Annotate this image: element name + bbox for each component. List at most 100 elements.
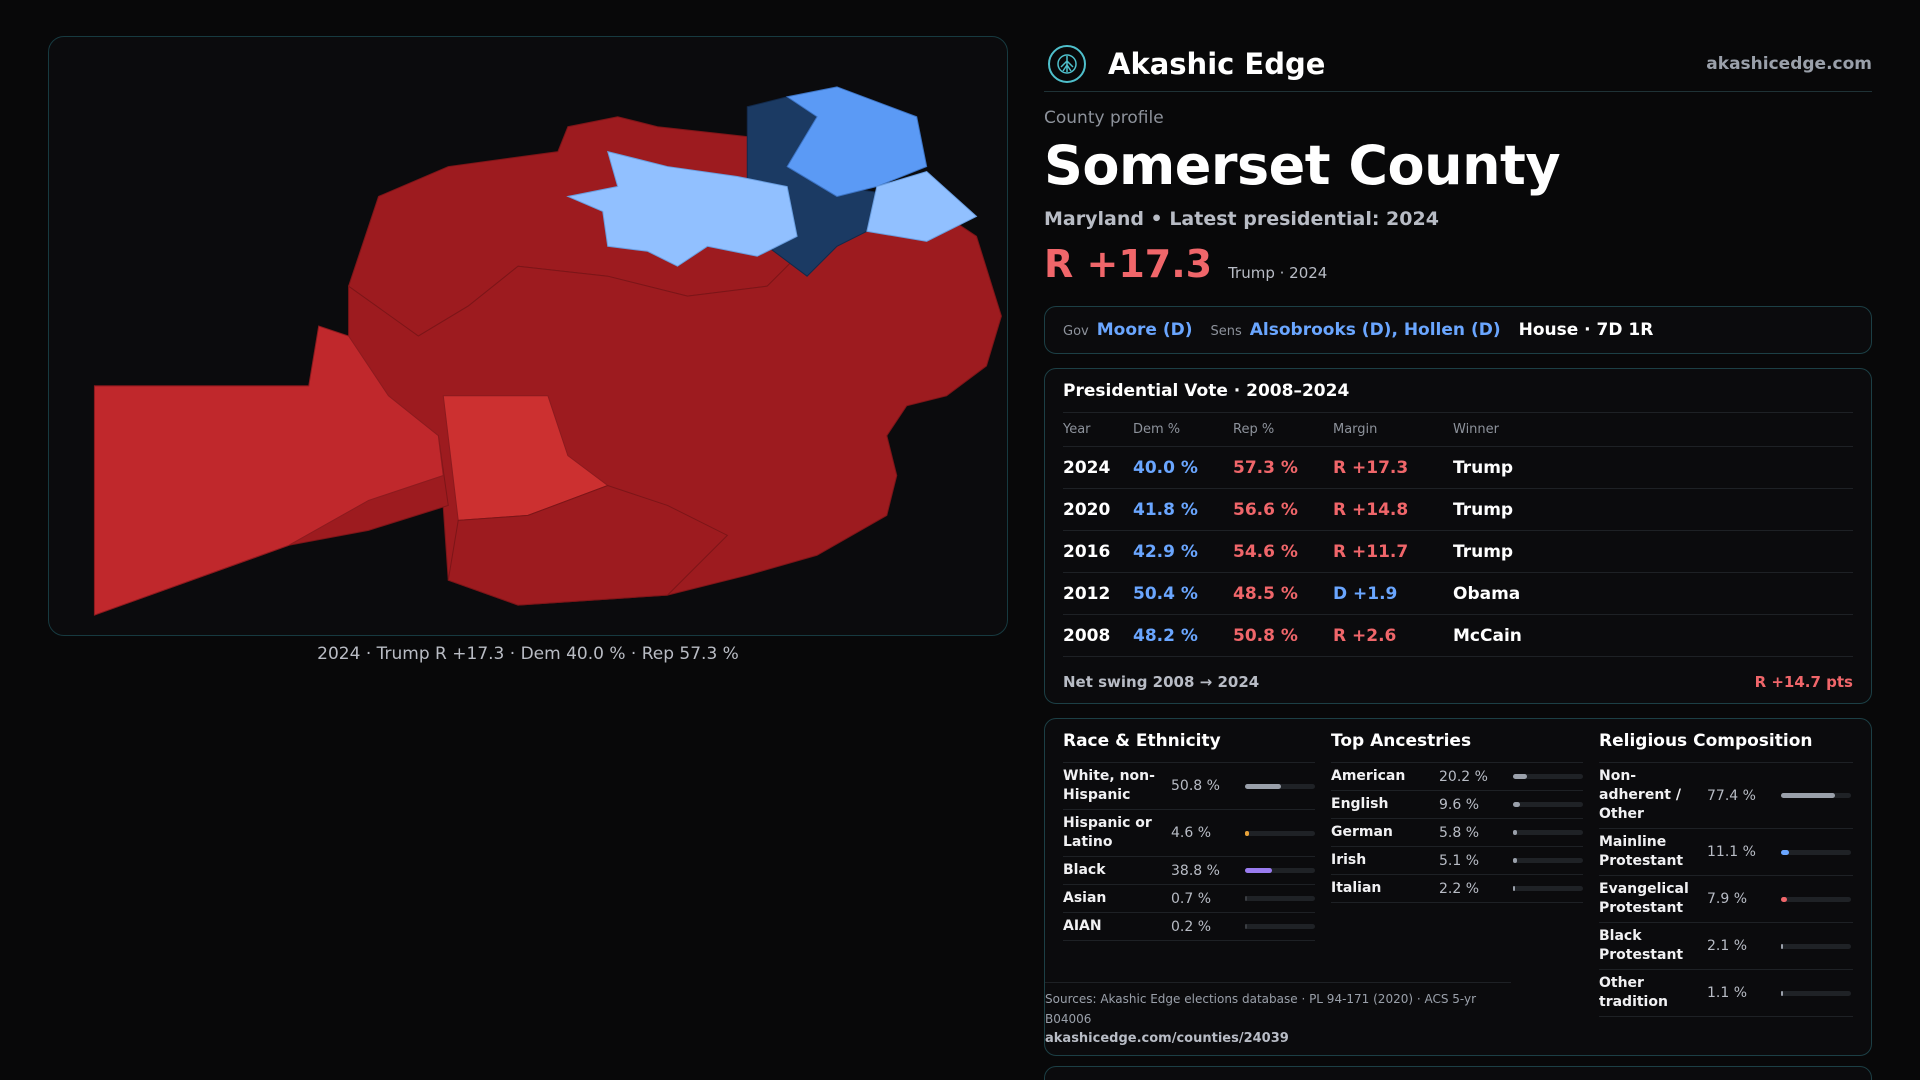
list-item: American 20.2 %: [1331, 763, 1583, 791]
item-label: Evangelical Protestant: [1599, 881, 1689, 916]
county-permalink[interactable]: akashicedge.com/counties/24039: [1045, 1031, 1289, 1046]
item-value: 4.6 %: [1171, 825, 1212, 841]
table-row: 2008 48.2 % 50.8 % R +2.6 McCain: [1063, 615, 1853, 657]
cell-dem: 40.0 %: [1133, 457, 1198, 478]
share-bar-fill: [1245, 868, 1273, 873]
race-title: Race & Ethnicity: [1063, 731, 1315, 763]
item-label: English: [1331, 796, 1389, 812]
share-bar: [1513, 886, 1583, 891]
item-value: 38.8 %: [1171, 862, 1220, 879]
list-item: Asian 0.7 %: [1063, 885, 1315, 913]
share-bar: [1781, 849, 1851, 855]
officials-bar: Gov Moore (D) Sens Alsobrooks (D), Holle…: [1044, 306, 1872, 354]
cell-rep: 54.6 %: [1233, 541, 1298, 562]
list-item: Black 38.8 %: [1063, 857, 1315, 885]
list-item: Non-adherent / Other 77.4 %: [1599, 763, 1853, 829]
precinct-map-svg[interactable]: [49, 37, 1007, 635]
cell-year: 2020: [1063, 499, 1111, 520]
cell-winner: Obama: [1453, 583, 1521, 604]
page-title: Somerset County: [1044, 134, 1561, 197]
share-bar: [1513, 858, 1583, 863]
precinct-dem-light-east[interactable]: [866, 170, 978, 242]
cell-year: 2012: [1063, 583, 1111, 604]
share-bar-fill: [1513, 774, 1527, 779]
item-value: 11.1 %: [1707, 844, 1756, 860]
share-bar: [1245, 896, 1315, 901]
cell-winner: Trump: [1453, 541, 1514, 562]
net-swing: Net swing 2008 → 2024 R +14.7 pts: [1063, 673, 1853, 691]
race-ethnicity-section: Race & Ethnicity White, non-Hispanic 50.8…: [1063, 731, 1315, 1017]
demographics-card: Race & Ethnicity White, non-Hispanic 50.8…: [1044, 718, 1872, 1056]
list-item: Irish 5.1 %: [1331, 847, 1583, 875]
cell-winner: Trump: [1453, 499, 1514, 520]
item-value: 0.7 %: [1171, 890, 1212, 907]
table-row: 2020 41.8 % 56.6 % R +14.8 Trump: [1063, 489, 1853, 531]
share-bar-fill: [1781, 849, 1789, 855]
cell-dem: 50.4 %: [1133, 583, 1198, 604]
precinct-region-west[interactable]: [93, 325, 444, 616]
share-bar-fill: [1245, 783, 1281, 789]
item-value: 5.8 %: [1439, 824, 1480, 841]
cell-margin: D +1.9: [1333, 583, 1398, 604]
swing-value: R +14.7 pts: [1754, 673, 1853, 691]
presidential-table-body: 2024 40.0 % 57.3 % R +17.3 Trump 2020 41.8 % 56…: [1063, 447, 1853, 657]
cell-winner: Trump: [1453, 457, 1514, 478]
precinct-dem-light-west[interactable]: [566, 150, 798, 267]
list-item: Black Protestant 2.1 %: [1599, 923, 1853, 970]
county-profile-panel: Akashic Edge akashicedge.com County prof…: [1044, 36, 1872, 1056]
share-bar: [1781, 943, 1851, 949]
share-bar: [1513, 774, 1583, 779]
cell-margin: R +2.6: [1333, 625, 1397, 646]
item-value: 20.2 %: [1439, 768, 1488, 785]
headline-winner: Trump · 2024: [1228, 264, 1328, 282]
item-label: Hispanic or Latino: [1063, 815, 1152, 850]
cell-year: 2008: [1063, 625, 1111, 646]
headline-margin: R +17.3: [1044, 242, 1213, 286]
cell-rep: 48.5 %: [1233, 583, 1298, 604]
cell-winner: McCain: [1453, 625, 1522, 646]
list-item: Italian 2.2 %: [1331, 875, 1583, 903]
share-bar: [1245, 783, 1315, 789]
share-bar-fill: [1781, 990, 1784, 996]
precinct-region-south[interactable]: [447, 484, 729, 606]
governor-link[interactable]: Moore (D): [1096, 320, 1193, 340]
senators-link[interactable]: Alsobrooks (D), Hollen (D): [1249, 320, 1501, 340]
share-bar-fill: [1245, 896, 1248, 901]
ancestry-section: Top Ancestries American 20.2 % English 9.6 …: [1331, 731, 1583, 1017]
map-caption: 2024 · Trump R +17.3 · Dem 40.0 % · Rep …: [317, 644, 739, 664]
cell-rep: 56.6 %: [1233, 499, 1298, 520]
house-delegation: House · 7D 1R: [1518, 320, 1654, 340]
cell-dem: 48.2 %: [1133, 625, 1198, 646]
item-value: 0.2 %: [1171, 918, 1212, 935]
cell-year: 2016: [1063, 541, 1111, 562]
gov-label: Gov: [1063, 324, 1089, 339]
headline-result: R +17.3 Trump · 2024: [1044, 244, 1872, 284]
item-label: Non-adherent / Other: [1599, 768, 1681, 822]
tree-of-life-icon[interactable]: [1048, 44, 1086, 83]
cell-margin: R +17.3: [1333, 457, 1409, 478]
presidential-table-header: Year Dem % Rep % Margin Winner: [1063, 413, 1853, 447]
item-value: 50.8 %: [1171, 778, 1220, 794]
table-row: 2012 50.4 % 48.5 % D +1.9 Obama: [1063, 573, 1853, 615]
list-item: Hispanic or Latino 4.6 %: [1063, 810, 1315, 857]
share-bar-fill: [1245, 924, 1248, 929]
brand-name[interactable]: Akashic Edge: [1108, 46, 1326, 81]
item-value: 2.2 %: [1439, 880, 1480, 897]
cell-margin: R +11.7: [1333, 541, 1409, 562]
header-dem: Dem %: [1133, 422, 1181, 437]
site-link[interactable]: akashicedge.com: [1706, 53, 1872, 74]
share-bar-fill: [1513, 858, 1517, 863]
religion-title: Religious Composition: [1599, 731, 1853, 763]
share-bar: [1781, 990, 1851, 996]
cell-year: 2024: [1063, 457, 1111, 478]
item-value: 5.1 %: [1439, 852, 1480, 869]
presidential-vote-card: Presidential Vote · 2008–2024 Year Dem %…: [1044, 368, 1872, 704]
share-bar-fill: [1781, 896, 1787, 902]
list-item: Evangelical Protestant 7.9 %: [1599, 876, 1853, 923]
sources-text: Sources: Akashic Edge elections database…: [1045, 992, 1477, 1026]
share-bar: [1781, 896, 1851, 902]
list-item: AIAN 0.2 %: [1063, 913, 1315, 941]
county-map[interactable]: [48, 36, 1008, 636]
ancestry-title: Top Ancestries: [1331, 731, 1583, 763]
header-year: Year: [1063, 422, 1091, 437]
